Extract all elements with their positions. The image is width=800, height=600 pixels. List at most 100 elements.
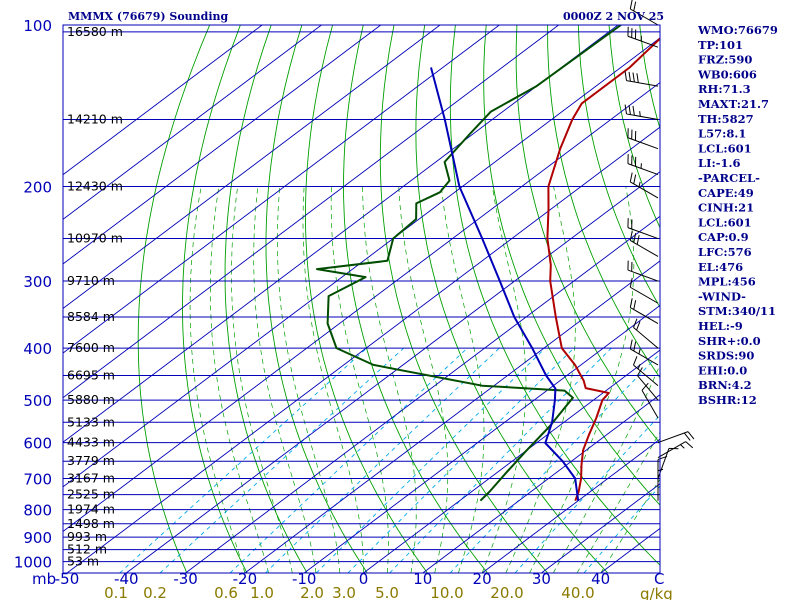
height-label: 10970 m (67, 231, 123, 246)
pressure-tick-label: 100 (23, 17, 52, 35)
height-label: 4433 m (67, 435, 115, 450)
wind-barb (641, 382, 659, 419)
moist-adiabat (398, 186, 449, 573)
isotherm (363, 349, 660, 573)
pressure-tick-label: 800 (23, 502, 52, 520)
moist-adiabat (600, 478, 660, 573)
mixing-ratio-unit-label: g/kg (640, 585, 673, 600)
sounding-index: RH:71.3 (698, 82, 751, 96)
dry-adiabat (793, 25, 800, 573)
wind-barb (627, 260, 659, 282)
height-label: 5133 m (67, 414, 115, 429)
moist-adiabat (552, 364, 660, 573)
sounding-index: MAXT:21.7 (698, 97, 769, 111)
sounding-index: CINH:21 (698, 201, 754, 215)
sounding-index: FRZ:590 (698, 53, 752, 67)
mixing-ratio-tick-label: 3.0 (332, 584, 356, 600)
dry-adiabat (305, 25, 428, 573)
isotherm (185, 215, 660, 573)
moist-adiabat (330, 186, 389, 573)
temperature-tick-label: 40 (591, 570, 610, 588)
wind-barb (657, 441, 694, 459)
dewpoint-trace (316, 25, 622, 502)
pressure-tick-label: 200 (23, 179, 52, 197)
pressure-tick-label: 400 (23, 340, 52, 358)
isotherm (63, 25, 382, 265)
isotherm (481, 438, 660, 573)
isotherm (126, 171, 660, 573)
sounding-index: STM:340/11 (698, 304, 776, 318)
sounding-index: MPL:456 (698, 275, 756, 289)
mixing-ratio-tick-label: 5.0 (375, 584, 399, 600)
wind-barb (624, 71, 659, 87)
height-label: 3779 m (67, 453, 115, 468)
sounding-index: CAPE:49 (698, 186, 754, 200)
moist-adiabat (210, 186, 269, 573)
isotherm (63, 37, 660, 488)
moist-adiabat (362, 186, 417, 573)
height-label: 993 m (67, 529, 107, 544)
moist-adiabat (529, 186, 635, 573)
dry-adiabat (415, 25, 609, 573)
sounding-index: L57:8.1 (698, 127, 746, 141)
mixing-ratio-tick-label: 10.0 (430, 584, 463, 600)
height-label: 6695 m (67, 368, 115, 383)
wind-barb (629, 172, 659, 199)
mixing-ratio-line (315, 347, 546, 573)
temperature-unit-label: C (654, 570, 664, 588)
moist-adiabat (277, 186, 341, 573)
sounding-index: HEL:-9 (698, 319, 743, 333)
sounding-index: BSHR:12 (698, 393, 757, 407)
dry-adiabat (224, 25, 308, 573)
height-label: 8584 m (67, 309, 115, 324)
temperature-tick-label: 10 (413, 570, 432, 588)
mixing-ratio-line (119, 347, 368, 573)
pressure-tick-label: 600 (23, 435, 52, 453)
height-label: 7600 m (67, 340, 115, 355)
pressure-tick-label: 1000 (14, 554, 52, 572)
sounding-index: WMO:76679 (697, 23, 778, 37)
mixing-ratio-tick-label: 0.2 (143, 584, 167, 600)
dry-adiabat (483, 25, 660, 506)
wind-barb (629, 277, 659, 304)
mixing-ratio-line (389, 347, 612, 573)
wind-barb (627, 154, 659, 176)
dry-adiabat (137, 25, 211, 573)
chart-time: 0000Z 2 NOV 25 (563, 10, 664, 23)
sounding-index: LCL:601 (698, 141, 752, 155)
sounding-index: -WIND- (698, 289, 746, 303)
isotherm (66, 126, 660, 573)
sounding-index: TH:5827 (698, 112, 754, 126)
temperature-tick-label: 30 (532, 570, 551, 588)
pressure-tick-label: 900 (23, 529, 52, 547)
height-label: 14210 m (67, 111, 123, 126)
temperature-tick-label: -50 (55, 570, 80, 588)
mixing-ratio-line (449, 353, 660, 573)
wind-barb (627, 218, 659, 240)
height-label: 1974 m (67, 502, 115, 517)
sounding-index: CAP:0.9 (698, 230, 749, 244)
wind-barb (629, 339, 659, 366)
height-label: 12430 m (67, 179, 123, 194)
mixing-ratio-tick-label: 2.0 (300, 584, 324, 600)
wind-barb (633, 356, 659, 387)
sounding-index: TP:101 (698, 38, 743, 52)
temperature-tick-label: -10 (292, 570, 317, 588)
mixing-ratio-tick-label: 0.6 (214, 584, 238, 600)
dry-adiabat (379, 25, 549, 573)
height-label: 1498 m (67, 516, 115, 531)
wind-barb (627, 26, 659, 48)
temperature-tick-label: -30 (173, 570, 198, 588)
isotherm (63, 25, 619, 443)
wind-barb (627, 128, 659, 150)
parcel-trace (430, 67, 580, 501)
sounding-index: LI:-1.6 (698, 156, 741, 170)
sounding-index: EL:476 (698, 260, 743, 274)
mixing-ratio-tick-label: 40.0 (561, 584, 594, 600)
wind-barb (633, 318, 659, 349)
sounding-index: LFC:576 (698, 245, 752, 259)
mixing-ratio-line (583, 485, 660, 573)
isotherm (63, 25, 441, 310)
